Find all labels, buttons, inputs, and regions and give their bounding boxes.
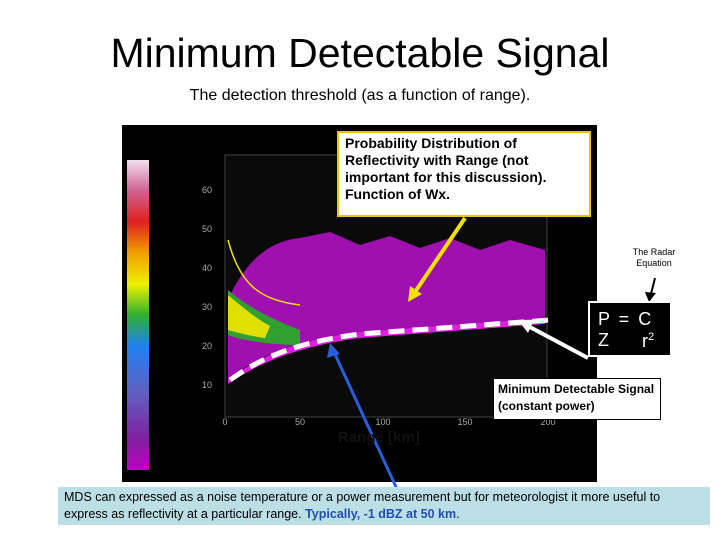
callout: Minimum Detectable Signal (constant powe… xyxy=(493,378,661,420)
x-tick-label: 150 xyxy=(457,417,472,427)
x-axis-label: Range [km] xyxy=(338,429,420,446)
arrowhead xyxy=(645,292,656,302)
arrow xyxy=(650,277,656,295)
title: Minimum Detectable Signal xyxy=(110,30,610,76)
equation-numerator: P = C Z xyxy=(598,309,654,350)
x-tick-label: 0 xyxy=(222,417,227,427)
x-tick-label: 100 xyxy=(375,417,390,427)
denominator: r xyxy=(642,331,648,351)
subtitle: The detection threshold (as a function o… xyxy=(189,87,531,104)
contour xyxy=(227,239,301,306)
equation-denominator: r2 xyxy=(642,331,654,352)
arrowhead xyxy=(518,320,534,333)
mds-curve xyxy=(228,317,551,383)
label: The Radar Equation xyxy=(632,247,676,268)
footer: MDS can expressed as a noise temperature… xyxy=(58,487,710,525)
y-tick-label: 10 xyxy=(202,380,212,390)
arrow xyxy=(332,351,404,501)
x-tick-label: 200 xyxy=(540,417,555,427)
y-tick-label: 60 xyxy=(202,185,212,195)
footer-highlight: Typically, -1 dBZ at 50 km xyxy=(305,507,457,521)
footer-end: . xyxy=(456,507,460,521)
color-bar xyxy=(127,160,149,470)
arrow xyxy=(413,216,467,294)
arrowhead xyxy=(327,343,340,358)
callout: Probability Distribution of Reflectivity… xyxy=(337,131,591,217)
y-tick-label: 30 xyxy=(202,302,212,312)
y-tick-label: 20 xyxy=(202,341,212,351)
arrowhead xyxy=(408,286,422,302)
equation: P = C Z r2 xyxy=(588,301,672,357)
y-axis-label: Reflectivity [dBZ] xyxy=(175,200,191,316)
x-tick-label: 50 xyxy=(295,417,305,427)
y-tick-label: 50 xyxy=(202,224,212,234)
exponent: 2 xyxy=(648,331,655,343)
footer-text: MDS can expressed as a noise temperature… xyxy=(64,490,661,521)
distribution-core xyxy=(228,295,270,338)
arrow xyxy=(527,324,589,360)
y-tick-label: 40 xyxy=(202,263,212,273)
